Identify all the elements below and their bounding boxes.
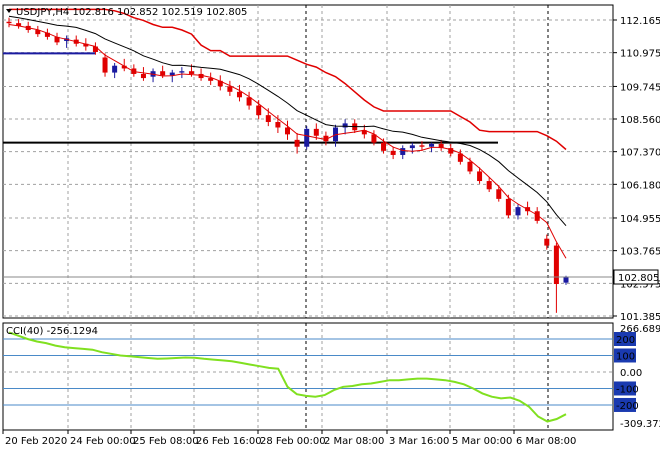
cci-frame [2,322,614,431]
candle-body [44,32,50,37]
cci-level-tag [614,331,636,346]
channel-line [9,8,567,151]
candle-body [169,72,175,76]
y-tick-label: 110.975 [620,49,660,60]
current-price-tag [613,269,659,285]
cci-tick-label: -309.3725 [620,419,660,430]
candle-body [467,161,473,172]
candle-body [217,80,223,87]
candle-body [419,145,425,147]
candle-body [390,150,396,155]
x-tick-label: 6 Mar 08:00 [516,436,576,447]
candle-body [496,189,502,199]
y-tick-label: 107.370 [620,148,660,159]
candle-body [16,23,22,26]
candle-body [160,71,166,76]
candle-body [477,171,483,182]
x-tick-label: 5 Mar 00:00 [452,436,512,447]
candle-body [313,128,319,136]
y-tick-label: 106.180 [620,180,660,191]
x-tick-label: 28 Feb 00:00 [260,436,326,447]
candle-body [381,142,387,151]
candle-body [256,105,262,116]
candle-body [371,134,377,143]
cci-level-tag [614,381,636,396]
candle-body [83,43,89,47]
chart-header: USDJPY,H4 102.816 102.852 102.519 102.80… [16,7,247,18]
cci-tick-label: -200 [616,401,639,412]
moving-average-line [8,15,567,227]
cci-tick-label: 100 [616,351,635,362]
current-price-label: 102.805 [618,273,659,284]
candle-body [534,211,540,221]
x-tick-label: 24 Feb 00:00 [70,436,136,447]
y-tick-label: 102.575 [620,279,660,290]
candle-body [140,73,146,79]
y-tick-label: 108.560 [620,115,660,126]
candle-body [35,30,41,35]
candle-body [553,245,559,285]
candle-body [448,148,454,154]
cci-tick-label: 266.6896 [620,324,660,335]
candle-body [505,198,511,216]
candle-body [323,135,329,142]
candle-body [515,207,521,216]
candle-body [438,143,444,149]
candle-body [121,65,127,69]
candle-body [429,143,435,147]
x-tick-label: 20 Feb 2020 [5,436,67,447]
candle-body [342,123,348,128]
candle-body [457,153,463,162]
cci-line [8,331,567,423]
candle-body [486,181,492,190]
candle-body [92,46,98,52]
y-tick-label: 104.955 [620,214,660,225]
candle-body [6,21,12,24]
candle-body [544,238,550,246]
candle-body [188,71,194,74]
candle-body [208,78,214,81]
candle-body [236,91,242,98]
cci-tick-label: 200 [616,335,635,346]
candle-body [265,115,271,123]
y-tick-label: 112.165 [620,16,660,27]
candle-body [275,122,281,128]
x-tick-label: 3 Mar 16:00 [389,436,449,447]
cci-tick-label: 0.00 [620,368,642,379]
candle-body [361,130,367,135]
y-tick-label: 101.385 [620,312,660,323]
cci-level-tag [614,397,636,412]
candle-body [179,71,185,73]
candle-body [294,139,300,147]
candle-body [409,145,415,149]
x-tick-label: 2 Mar 08:00 [324,436,384,447]
candle-body [246,97,252,106]
dropdown-triangle-icon[interactable] [6,9,12,13]
x-tick-label: 26 Feb 16:00 [196,436,262,447]
candle-body [400,148,406,155]
y-tick-label: 103.765 [620,247,660,258]
candle-body [102,57,108,73]
candle-body [285,127,290,135]
moving-average-red-line [8,24,567,259]
candle-body [563,277,569,283]
cci-header: CCI(40) -256.1294 [6,326,98,337]
y-tick-label: 109.745 [620,82,660,93]
candle-body [198,73,204,79]
candle-body [54,36,60,43]
candle-body [227,86,233,92]
cci-level-tag [614,348,636,363]
x-tick-label: 25 Feb 08:00 [133,436,199,447]
candle-body [304,128,310,147]
candle-body [112,65,118,73]
cci-tick-label: -100 [616,384,639,395]
